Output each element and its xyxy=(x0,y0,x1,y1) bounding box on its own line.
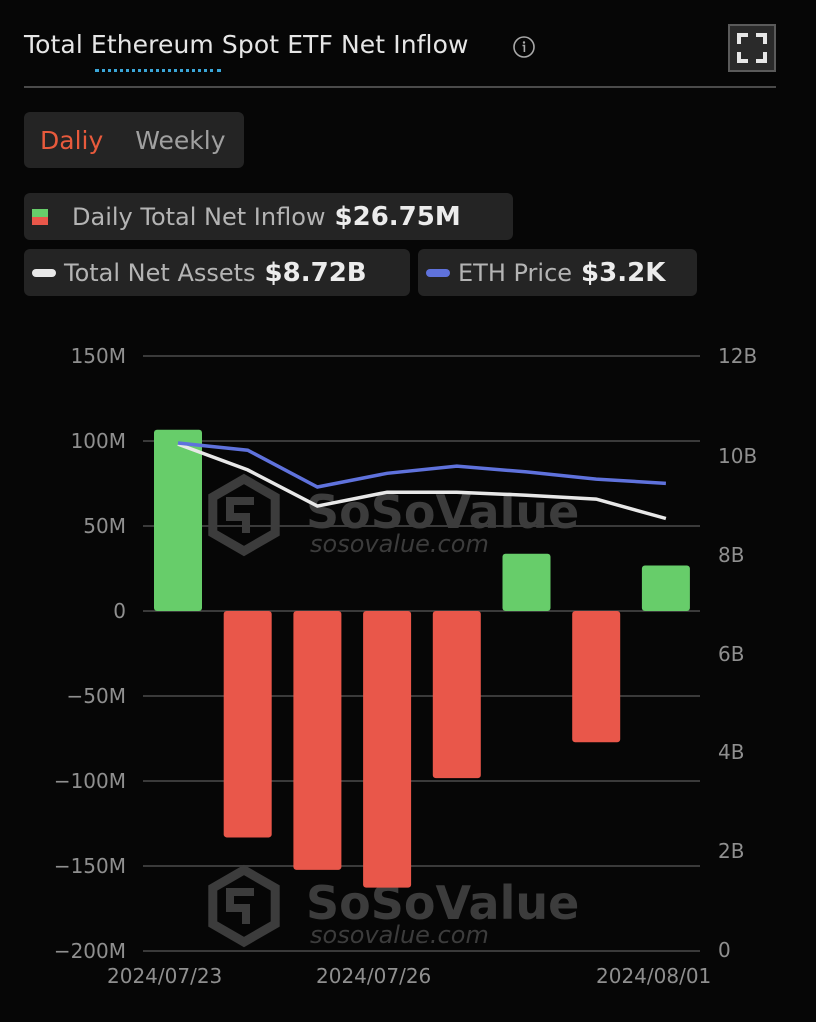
right-axis-tick: 8B xyxy=(718,543,745,567)
sosovalue-watermark: SoSoValuesosovalue.comSoSoValuesosovalue… xyxy=(208,473,579,949)
series-lines xyxy=(177,441,667,521)
period-toggle: Daliy Weekly xyxy=(24,112,244,168)
right-axis-tick: 0 xyxy=(718,938,731,962)
tab-weekly[interactable]: Weekly xyxy=(135,125,226,155)
svg-text:sosovalue.com: sosovalue.com xyxy=(310,530,489,558)
eth-price-line xyxy=(177,441,667,489)
left-axis-tick: −100M xyxy=(53,769,126,793)
fullscreen-expand-icon xyxy=(737,33,767,63)
bar xyxy=(572,611,621,743)
net-inflow-bars xyxy=(154,429,690,888)
right-axis-tick: 12B xyxy=(718,344,758,368)
legend-value: $3.2K xyxy=(581,257,666,288)
right-axis-tick: 6B xyxy=(718,642,745,666)
bar xyxy=(223,611,272,838)
left-axis-tick: −200M xyxy=(53,939,126,963)
chart-title: Total Ethereum Spot ETF Net Inflow xyxy=(24,30,469,59)
info-circle-icon[interactable] xyxy=(513,36,535,58)
left-axis-tick: −150M xyxy=(53,854,126,878)
fullscreen-expand-button[interactable] xyxy=(728,24,776,72)
bar xyxy=(293,611,342,870)
left-axis-tick: 150M xyxy=(70,344,126,368)
green-red-square-icon xyxy=(32,208,48,225)
right-axis-tick: 10B xyxy=(718,444,758,468)
bar xyxy=(502,553,551,611)
svg-text:sosovalue.com: sosovalue.com xyxy=(310,921,489,949)
right-axis-tick: 4B xyxy=(718,740,745,764)
white-line-icon xyxy=(32,268,56,277)
legend-eth-price[interactable]: ETH Price $3.2K xyxy=(418,249,697,296)
svg-text:SoSoValue: SoSoValue xyxy=(306,876,579,930)
title-dotted-underline xyxy=(95,69,221,72)
bar xyxy=(641,565,690,611)
legend-daily-net-inflow[interactable]: Daily Total Net Inflow $26.75M xyxy=(24,193,513,240)
right-axis-tick: 2B xyxy=(718,839,745,863)
legend-value: $8.72B xyxy=(264,257,367,288)
legend-label: ETH Price xyxy=(458,258,573,287)
legend-label: Total Net Assets xyxy=(64,258,256,287)
x-axis-tick: 2024/07/26 xyxy=(316,964,432,988)
gridlines xyxy=(143,355,700,952)
left-axis-tick: 0 xyxy=(113,599,126,623)
legend-value: $26.75M xyxy=(334,201,461,232)
blue-line-icon xyxy=(426,268,450,277)
legend-label: Daily Total Net Inflow xyxy=(72,202,326,231)
bar xyxy=(363,611,412,888)
left-axis-tick: 50M xyxy=(83,514,126,538)
bar xyxy=(154,429,202,611)
header-divider xyxy=(24,86,776,88)
x-axis-tick: 2024/07/23 xyxy=(107,964,223,988)
left-axis-tick: −50M xyxy=(66,684,126,708)
total-net-assets-line xyxy=(177,442,667,521)
bar xyxy=(432,611,481,779)
x-axis-tick: 2024/08/01 xyxy=(596,964,712,988)
left-axis-tick: 100M xyxy=(70,429,126,453)
tab-daily[interactable]: Daliy xyxy=(40,125,104,155)
legend-total-net-assets[interactable]: Total Net Assets $8.72B xyxy=(24,249,410,296)
